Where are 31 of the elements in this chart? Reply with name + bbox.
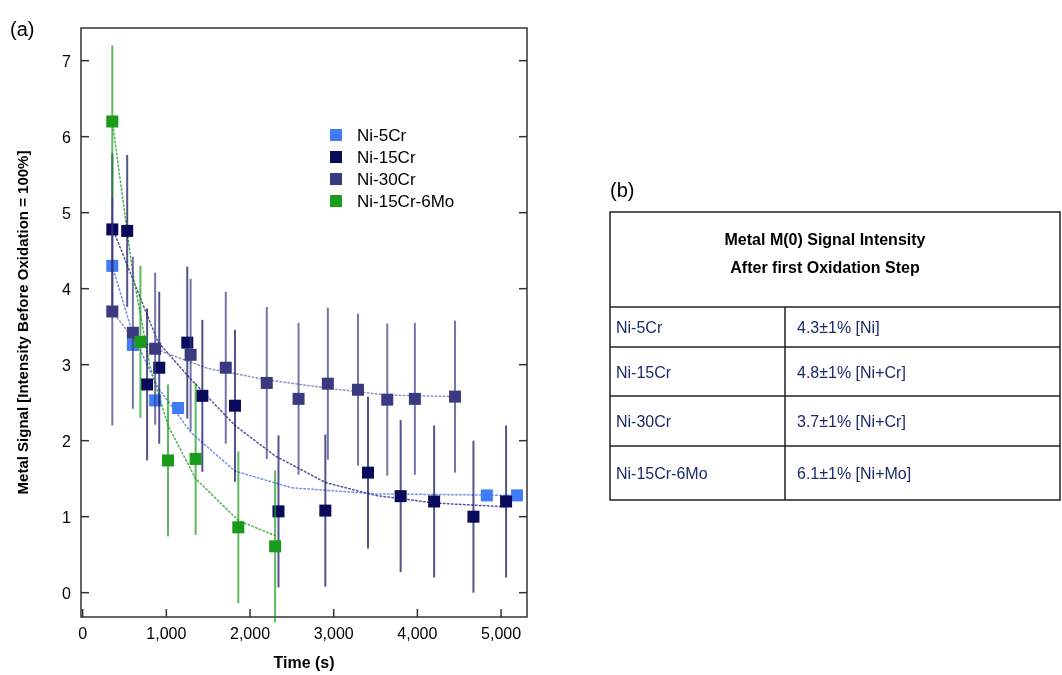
text: Metal M(0) Signal Intensity After first Oxidation Step	[724, 231, 926, 276]
x-tick-label: 4,000	[397, 625, 438, 642]
legend-label: Ni-5Cr	[357, 126, 407, 145]
category-label: Ni-15Cr-6Mo	[616, 465, 708, 482]
y-tick-label: 0	[62, 584, 72, 602]
text: 3.7±1% [Ni+Cr]	[797, 413, 906, 430]
x-axis-title: Time (s)	[273, 654, 335, 671]
y-tick-label: 2	[62, 432, 72, 450]
y-axis-title: Metal Signal [Intensity Before Oxidation = 100%]	[14, 150, 31, 495]
y-tick-label: 3	[62, 356, 72, 374]
text: (b)	[610, 179, 635, 201]
text: 4.3±1% [Ni]	[797, 319, 880, 336]
x-tick-label: 1,000	[146, 625, 187, 642]
y-tick-label: 1	[62, 508, 72, 526]
x-tick-label: 2,000	[230, 625, 271, 642]
category-label: Ni-30Cr	[616, 413, 672, 430]
x-tick-label: 3,000	[313, 625, 354, 642]
legend-label: Ni-15Cr	[357, 148, 416, 167]
category-label: Ni-5Cr	[616, 319, 663, 336]
category-label: Ni-15Cr	[616, 363, 672, 381]
x-tick-label: 0	[78, 625, 88, 642]
y-tick-label: 7	[62, 52, 72, 70]
text: 4.8±1% [Ni+Cr]	[797, 363, 906, 381]
x-tick-label: 5,000	[481, 625, 522, 642]
y-tick-label: 4	[62, 280, 72, 298]
chart-title: (a)	[10, 18, 35, 40]
text: 6.1±1% [Ni+Mo]	[797, 465, 912, 482]
y-tick-label: 6	[62, 128, 72, 146]
y-tick-label: 5	[62, 204, 72, 222]
legend-label: Ni-15Cr-6Mo	[357, 192, 455, 211]
legend-label: Ni-30Cr	[357, 170, 416, 189]
